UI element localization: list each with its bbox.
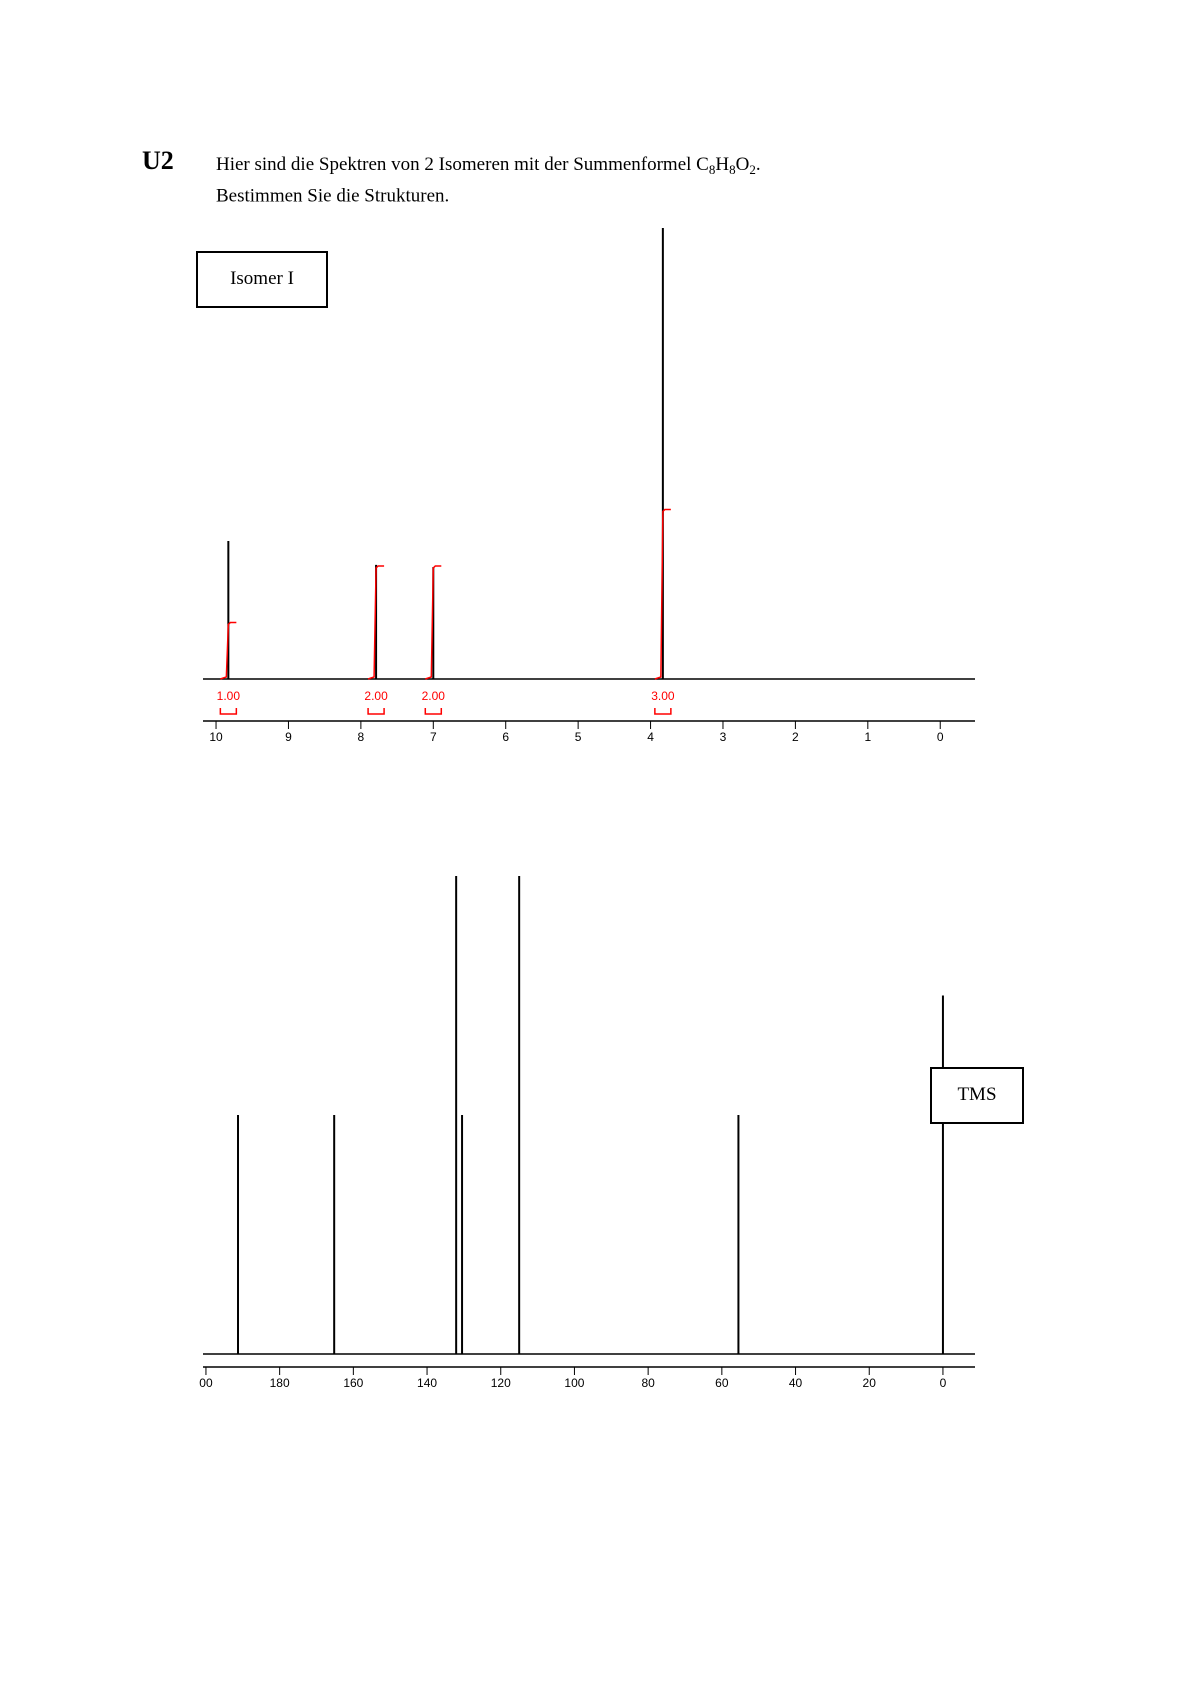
integral-label: 2.00 [422,689,446,703]
annotation: TMS [957,1084,996,1105]
x-tick-label: 3 [720,730,727,744]
integral-label: 2.00 [364,689,388,703]
x-tick-label: 4 [647,730,654,744]
integral-label: 1.00 [217,689,241,703]
x-tick-label: 80 [641,1376,655,1390]
integral-bracket [219,708,238,715]
x-tick-label: 10 [209,730,223,744]
subscript: 8 [709,162,716,177]
text: O [736,154,750,175]
x-tick-label: 40 [789,1376,803,1390]
integral-bracket [367,708,385,715]
subscript: 8 [729,162,736,177]
x-tick-label: 140 [417,1376,437,1390]
x-tick-label: 60 [715,1376,729,1390]
x-tick-label: 100 [564,1376,584,1390]
subscript: 2 [749,162,756,177]
x-tick-label: 7 [430,730,437,744]
x-tick-label: 120 [491,1376,511,1390]
x-tick-label: 9 [285,730,292,744]
x-tick-label: 00 [199,1376,213,1390]
annotation: Isomer I [230,268,294,289]
integral-curve [220,621,237,680]
text: . [756,154,761,175]
x-tick-label: 0 [940,1376,947,1390]
exercise-label: U2 [142,146,174,175]
intro-line: Bestimmen Sie die Strukturen. [216,185,449,206]
integral-curve [425,565,442,680]
annotation-box [930,1067,1024,1124]
x-tick-label: 8 [358,730,365,744]
text: Hier sind die Spektren von 2 Isomeren mi… [216,154,709,175]
x-tick-label: 6 [502,730,509,744]
x-tick-label: 1 [864,730,871,744]
integral-bracket [424,708,443,715]
x-tick-label: 0 [937,730,944,744]
integral-bracket [654,708,672,715]
integral-curve [367,565,385,680]
annotation-box [196,251,328,308]
intro-line: Hier sind die Spektren von 2 Isomeren mi… [216,154,761,177]
x-tick-label: 2 [792,730,799,744]
x-tick-label: 20 [863,1376,877,1390]
x-tick-label: 5 [575,730,582,744]
text: H [715,154,729,175]
integral-label: 3.00 [651,689,675,703]
x-tick-label: 160 [343,1376,363,1390]
x-tick-label: 180 [270,1376,290,1390]
integral-curve [654,508,671,680]
